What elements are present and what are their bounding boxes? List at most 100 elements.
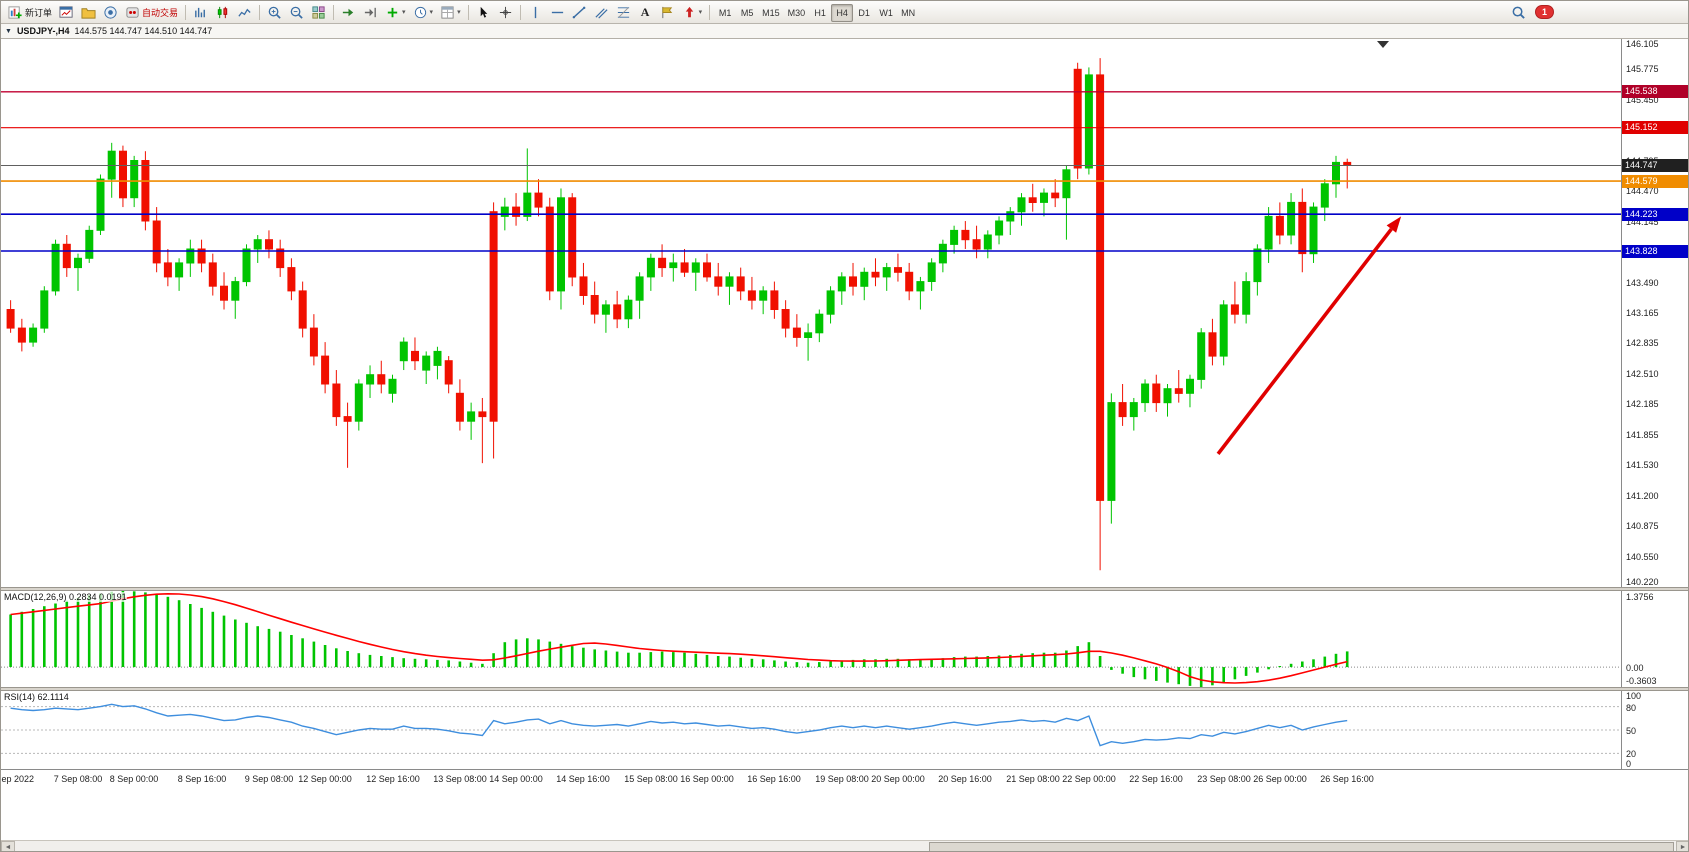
- scrollbar-track[interactable]: [15, 841, 1676, 851]
- tab-timeframe-h1[interactable]: H1: [814, 7, 826, 18]
- price-axis-label: 141.855: [1626, 429, 1659, 440]
- indicators-button[interactable]: ▾: [382, 2, 409, 22]
- community-icon: [103, 5, 118, 20]
- tab-timeframe-m30[interactable]: M30: [787, 7, 806, 18]
- price-axis-label: 145.775: [1626, 64, 1659, 75]
- candlestick-plot: [1, 41, 1621, 571]
- price-axis-label: 141.530: [1626, 460, 1659, 471]
- macd-panel[interactable]: MACD(12,26,9) 0.2834 0.0191: [1, 591, 1621, 687]
- new-order-button[interactable]: 新订单: [5, 2, 55, 22]
- templates-icon: [440, 5, 455, 20]
- tab-timeframe-m15[interactable]: M15: [762, 7, 780, 18]
- scrollbar-thumb[interactable]: [928, 842, 1674, 851]
- tab-timeframe-mn[interactable]: MN: [901, 7, 916, 18]
- templates-button[interactable]: ▾: [437, 2, 464, 22]
- autotrading-icon: [125, 5, 140, 20]
- new-order-icon: [8, 5, 23, 20]
- periods-button[interactable]: ▾: [410, 2, 437, 22]
- toolbar-separator: [709, 4, 711, 20]
- label-tool-button[interactable]: [657, 2, 678, 22]
- line-chart-button[interactable]: [234, 2, 255, 22]
- horizontal-scrollbar[interactable]: ◄ ►: [1, 840, 1688, 851]
- new-chart-icon: [59, 5, 74, 20]
- autotrading-button[interactable]: 自动交易: [122, 2, 181, 22]
- dropdown-caret-icon: ▾: [429, 8, 434, 16]
- text-icon: A: [640, 4, 650, 19]
- tab-timeframe-m5[interactable]: M5: [740, 7, 754, 18]
- cursor-button[interactable]: [473, 2, 494, 22]
- macd-plot: [1, 591, 1621, 687]
- scroll-left-arrow[interactable]: ◄: [1, 841, 15, 851]
- new-chart-button[interactable]: [56, 2, 77, 22]
- panel-splitter[interactable]: [1, 687, 1688, 691]
- text-tool-button[interactable]: A: [635, 2, 656, 22]
- arrow-marker-icon: [682, 5, 697, 20]
- toolbar-separator: [259, 4, 261, 20]
- rsi-axis-label: 100: [1626, 691, 1642, 701]
- time-axis-label: 7 Sep 08:00: [53, 774, 103, 784]
- zoom-out-button[interactable]: [286, 2, 307, 22]
- horizontal-line-icon: [550, 5, 565, 20]
- time-axis-label: 16 Sep 16:00: [747, 774, 801, 784]
- new-order-label: 新订单: [25, 7, 53, 18]
- tile-windows-button[interactable]: [308, 2, 329, 22]
- channel-tool-button[interactable]: [591, 2, 612, 22]
- time-axis: 6 Sep 2022 7 Sep 08:00 8 Sep 00:00 8 Sep 16…: [1, 769, 1688, 789]
- tab-timeframe-d1[interactable]: D1: [858, 7, 870, 18]
- price-tag: 144.223: [1622, 207, 1688, 221]
- macd-axis-label: -0.3603: [1626, 676, 1657, 686]
- profiles-button[interactable]: [78, 2, 99, 22]
- panel-splitter[interactable]: [1, 587, 1688, 591]
- chart-shift-button[interactable]: [360, 2, 381, 22]
- time-axis-label: 12 Sep 16:00: [366, 774, 420, 784]
- dropdown-caret-icon: ▾: [698, 8, 703, 16]
- autotrading-label: 自动交易: [142, 7, 179, 18]
- scroll-right-arrow[interactable]: ►: [1676, 841, 1688, 851]
- tab-timeframe-w1[interactable]: W1: [879, 7, 893, 18]
- rsi-panel[interactable]: RSI(14) 62.1114: [1, 691, 1621, 769]
- cursor-icon: [476, 5, 491, 20]
- trendline-tool-button[interactable]: [569, 2, 590, 22]
- price-axis-label: 146.105: [1626, 39, 1659, 49]
- notification-badge[interactable]: 1: [1534, 5, 1554, 19]
- price-chart[interactable]: [1, 39, 1621, 587]
- price-axis-label: 141.200: [1626, 490, 1659, 501]
- auto-scroll-button[interactable]: [338, 2, 359, 22]
- tab-timeframe-h4[interactable]: H4: [831, 3, 854, 22]
- rsi-axis-label: 50: [1626, 726, 1637, 736]
- horizontal-line-tool-button[interactable]: [547, 2, 568, 22]
- chart-window: ▼ USDJPY-,H4 144.575 144.747 144.510 144…: [1, 24, 1688, 851]
- price-axis-label: 140.875: [1626, 521, 1659, 532]
- price-axis-label: 145.450: [1626, 94, 1659, 105]
- price-tag: 143.828: [1622, 244, 1688, 258]
- community-button[interactable]: [100, 2, 121, 22]
- time-axis-label: 20 Sep 16:00: [938, 774, 992, 784]
- bar-chart-button[interactable]: [190, 2, 211, 22]
- profiles-icon: [81, 5, 96, 20]
- candlestick-chart-button[interactable]: [212, 2, 233, 22]
- time-axis-label: 14 Sep 00:00: [489, 774, 543, 784]
- label-icon: [660, 5, 675, 20]
- trendline-icon: [572, 5, 587, 20]
- arrows-tool-button[interactable]: ▾: [679, 2, 706, 22]
- macd-axis-label: 1.3756: [1626, 592, 1654, 602]
- toolbar-separator: [519, 4, 521, 20]
- crosshair-button[interactable]: [495, 2, 516, 22]
- toolbar-separator: [333, 4, 335, 20]
- dropdown-caret-icon: ▾: [457, 8, 461, 16]
- rsi-plot: [1, 703, 1621, 754]
- price-tag: 144.579: [1622, 174, 1688, 188]
- collapse-icon[interactable]: ▼: [5, 27, 12, 35]
- vertical-line-tool-button[interactable]: [525, 2, 546, 22]
- fibonacci-tool-button[interactable]: [613, 2, 634, 22]
- tab-timeframe-m1[interactable]: M1: [718, 7, 732, 18]
- time-axis-label: 22 Sep 16:00: [1129, 774, 1183, 784]
- time-axis-label: 12 Sep 00:00: [298, 774, 352, 784]
- search-button[interactable]: [1508, 2, 1529, 22]
- price-axis-label: 143.490: [1626, 277, 1659, 288]
- price-axis-label: 142.835: [1626, 338, 1659, 349]
- zoom-in-button[interactable]: [264, 2, 285, 22]
- channel-icon: [594, 5, 609, 20]
- rsi-axis: 100 80 50 20 0: [1621, 691, 1688, 769]
- vertical-line-icon: [528, 5, 543, 20]
